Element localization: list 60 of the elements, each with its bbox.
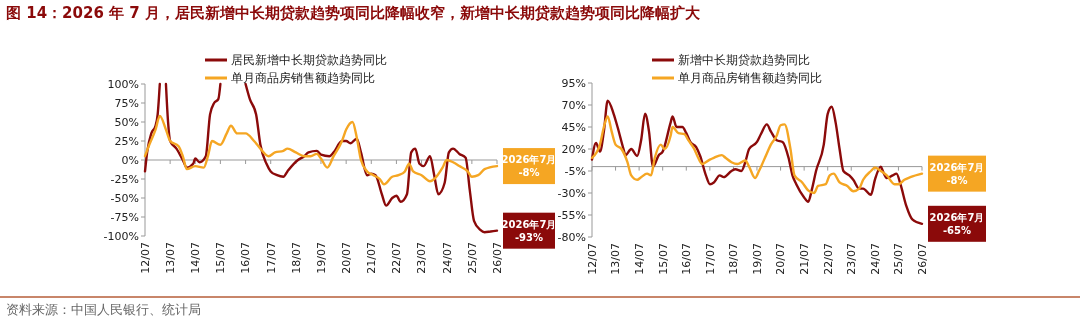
y-tick-label: -50% [110,191,139,205]
x-tick-label: 21/07 [365,242,379,274]
x-tick-label: 25/07 [892,243,906,275]
y-tick-label: -80% [557,230,586,244]
x-tick-label: 16/07 [680,243,694,275]
legend-label: 居民新增中长期贷款趋势同比 [231,53,387,68]
x-tick-label: 18/07 [289,242,303,274]
legend-label: 新增中长期贷款趋势同比 [678,53,810,68]
x-tick-label: 20/07 [340,242,354,274]
x-tick-label: 21/07 [798,243,811,275]
y-tick-label: -75% [110,210,139,224]
annotation: 2026年7月 -93% [501,218,557,243]
y-tick-label: -100% [103,229,139,243]
x-tick-label: 17/07 [703,243,717,275]
x-tick-label: 25/07 [465,242,479,274]
y-tick-label: -30% [557,186,586,200]
x-tick-label: 23/07 [845,243,859,275]
x-tick-label: 24/07 [868,243,882,275]
x-tick-label: 23/07 [415,242,429,274]
y-tick-label: 0% [121,153,139,167]
y-tick-label: 25% [114,134,139,148]
chart-title: 图 14：2026 年 7 月，居民新增中长期贷款趋势项同比降幅收窄，新增中长期贷款趋势项同比降幅扩大 [6,4,701,22]
x-tick-label: 12/07 [585,243,599,275]
y-tick-label: 70% [561,98,586,112]
y-tick-label: 75% [114,96,139,110]
legend-label: 单月商品房销售额趋势同比 [231,71,375,86]
x-tick-label: 18/07 [727,243,741,275]
x-tick-label: 22/07 [821,243,835,275]
y-tick-label: -55% [557,208,586,222]
x-tick-label: 13/07 [163,242,177,274]
x-tick-label: 19/07 [750,243,764,275]
y-tick-label: -5% [564,164,586,178]
x-tick-label: 16/07 [239,242,253,274]
y-tick-label: 20% [561,142,586,156]
legend-label: 单月商品房销售额趋势同比 [678,71,822,86]
text: 资料来源：中国人民银行、统计局 [6,302,201,317]
x-tick-label: 14/07 [632,243,646,275]
y-tick-label: 50% [114,115,139,129]
x-tick-label: 12/07 [138,242,152,274]
x-tick-label: 26/07 [915,243,929,275]
y-tick-label: 100% [107,77,139,91]
x-tick-label: 19/07 [314,242,328,274]
line-series [590,115,924,195]
x-tick-label: 13/07 [609,243,623,275]
x-tick-label: 26/07 [490,242,504,274]
line-series [590,99,924,225]
x-tick-label: 15/07 [214,242,228,274]
line-series [143,114,499,186]
y-tick-label: 95% [561,76,586,90]
y-tick-label: -25% [110,172,139,186]
y-tick-label: 45% [561,120,586,134]
annotation: 2026年7月 -8% [501,154,557,179]
annotation: 2026年7月 -8% [929,161,985,186]
x-tick-label: 15/07 [656,243,670,275]
x-tick-label: 14/07 [189,242,203,274]
x-tick-label: 24/07 [440,242,454,274]
x-tick-label: 17/07 [264,242,278,274]
x-tick-label: 20/07 [774,243,788,275]
x-tick-label: 22/07 [390,242,404,274]
annotation: 2026年7月 -65% [929,211,985,236]
